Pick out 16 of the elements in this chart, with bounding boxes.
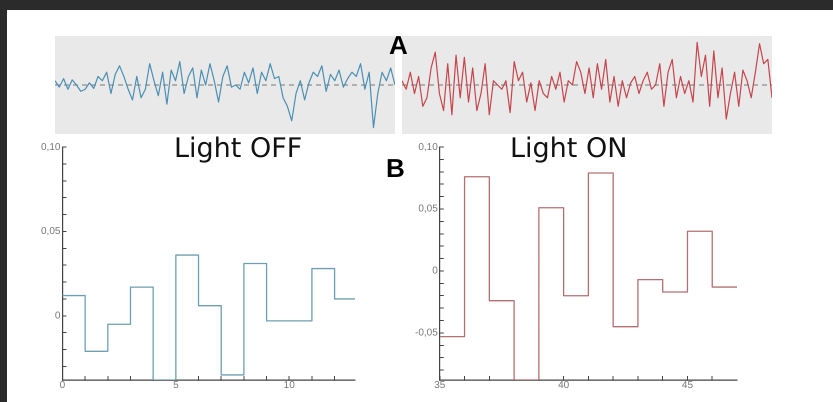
annotation: A	[389, 30, 408, 61]
y-tick-label: 0,10	[40, 142, 61, 153]
x-tick-label: 35	[434, 380, 446, 391]
text: B	[386, 153, 405, 184]
y-tick-label: 0	[432, 266, 438, 277]
y-tick-label: 0,05	[40, 226, 61, 238]
y-tick-label: 0,05	[418, 204, 438, 215]
x-tick-label: 10	[284, 380, 296, 391]
y-tick-label: 0	[54, 310, 61, 322]
y-tick-label: -0,05	[414, 328, 438, 339]
x-tick-label: 45	[682, 380, 694, 391]
y-tick-label: 0,10	[418, 142, 438, 153]
chart-title: Light ON	[510, 133, 628, 164]
x-tick-label: 40	[558, 380, 570, 391]
chart-title: Light OFF	[174, 133, 302, 164]
x-tick-label: 5	[173, 380, 180, 391]
